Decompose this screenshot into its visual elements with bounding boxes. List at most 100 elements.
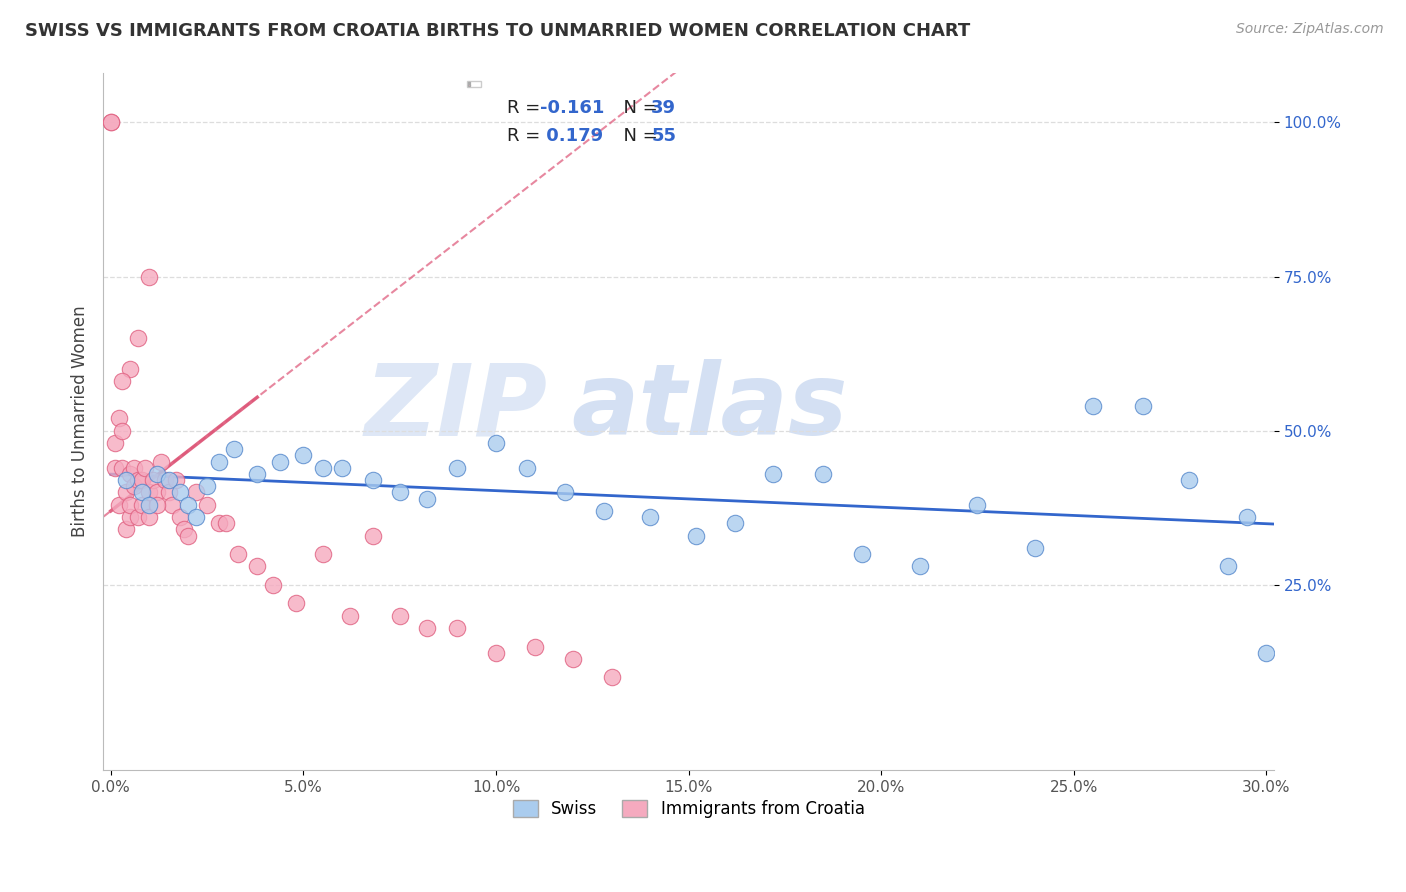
Point [638,510,661,524]
Text: 39: 39 [651,99,676,118]
Point [138,485,160,500]
Point [813,467,835,481]
Point [485,436,508,450]
Point [361,528,384,542]
Point [388,485,411,500]
Point [107,498,129,512]
Point [1081,399,1104,413]
Text: SWISS VS IMMIGRANTS FROM CROATIA BIRTHS TO UNMARRIED WOMEN CORRELATION CHART: SWISS VS IMMIGRANTS FROM CROATIA BIRTHS … [25,22,970,40]
Point [415,621,437,635]
Point [153,473,176,487]
Point [131,473,153,487]
Point [262,578,284,592]
Point [312,547,335,561]
Point [724,516,747,531]
Point [149,454,172,468]
Point [100,115,122,129]
Point [516,460,538,475]
Point [104,460,127,475]
Text: N =: N = [613,99,664,118]
Point [177,528,200,542]
Text: R =: R = [508,128,546,145]
Point [1236,510,1258,524]
Point [157,485,180,500]
Point [146,467,169,481]
Point [120,362,142,376]
Point [120,467,142,481]
Text: 0.179: 0.179 [540,128,603,145]
Point [685,528,707,542]
Point [562,652,585,666]
Point [361,473,384,487]
Point [111,424,134,438]
Point [120,510,142,524]
Point [165,473,187,487]
Point [222,442,245,457]
Point [138,269,160,284]
Point [269,454,291,468]
Point [184,510,207,524]
Text: atlas: atlas [571,359,848,456]
Point [131,498,153,512]
Point [122,460,145,475]
Text: 55: 55 [651,128,676,145]
Point [339,608,361,623]
Point [120,498,142,512]
Point [592,504,614,518]
Point [134,460,156,475]
Point [169,485,191,500]
Point [485,646,508,660]
Point [146,485,169,500]
Point [138,498,160,512]
Text: ZIP: ZIP [366,359,548,456]
Point [415,491,437,506]
Point [115,485,138,500]
Point [446,460,468,475]
Point [111,375,134,389]
Point [127,331,149,345]
Point [177,498,200,512]
Point [226,547,249,561]
Point [173,523,195,537]
Point [127,473,149,487]
Legend: Swiss, Immigrants from Croatia: Swiss, Immigrants from Croatia [506,793,872,824]
Point [312,460,335,475]
Text: -0.161: -0.161 [540,99,605,118]
Text: R =: R = [508,99,546,118]
Point [107,411,129,425]
Point [762,467,785,481]
Point [208,516,231,531]
Text: N =: N = [613,128,664,145]
Point [162,498,184,512]
Point [195,498,218,512]
Point [284,597,307,611]
Point [122,479,145,493]
Point [184,485,207,500]
Point [1178,473,1201,487]
Point [600,670,623,684]
Point [146,498,169,512]
Point [966,498,988,512]
Point [246,467,269,481]
Point [131,485,153,500]
Point [330,460,353,475]
Point [127,510,149,524]
Point [292,449,315,463]
Point [115,523,138,537]
Point [908,559,931,574]
Point [138,510,160,524]
Point [111,460,134,475]
Point [523,640,546,654]
Point [208,454,231,468]
Point [1216,559,1239,574]
Point [100,115,122,129]
Point [215,516,238,531]
Text: Source: ZipAtlas.com: Source: ZipAtlas.com [1236,22,1384,37]
Y-axis label: Births to Unmarried Women: Births to Unmarried Women [72,306,89,537]
Point [446,621,468,635]
Point [1024,541,1046,555]
Point [851,547,873,561]
Point [246,559,269,574]
Point [142,473,165,487]
Point [1256,646,1278,660]
